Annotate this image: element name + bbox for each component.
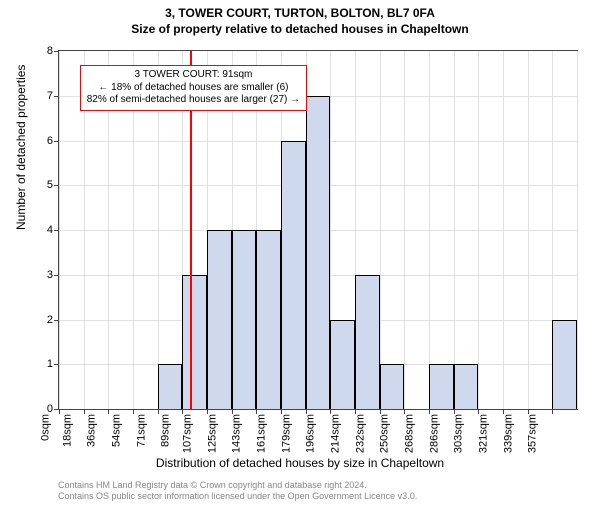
- xtick-label: 321sqm: [477, 414, 489, 453]
- annotation-box: 3 TOWER COURT: 91sqm← 18% of detached ho…: [80, 65, 307, 111]
- histogram-plot: 0123456780sqm18sqm36sqm54sqm71sqm89sqm10…: [58, 50, 578, 410]
- ytick-mark: [54, 141, 59, 142]
- histogram-bar: [454, 364, 479, 409]
- xtick-label: 286sqm: [428, 414, 440, 453]
- xtick-label: 196sqm: [305, 414, 317, 453]
- histogram-bar: [330, 320, 355, 410]
- histogram-bar: [182, 275, 207, 409]
- histogram-bar: [306, 96, 331, 409]
- xtick-label: 232sqm: [354, 414, 366, 453]
- ytick-mark: [54, 51, 59, 52]
- xtick-mark: [133, 409, 134, 414]
- xtick-label: 54sqm: [110, 414, 122, 447]
- xtick-label: 36sqm: [86, 414, 98, 447]
- xtick-label: 339sqm: [502, 414, 514, 453]
- histogram-bar: [207, 230, 232, 409]
- ytick-label: 6: [47, 135, 53, 147]
- xtick-label: 18sqm: [61, 414, 73, 447]
- xtick-label: 71sqm: [135, 414, 147, 447]
- xtick-label: 179sqm: [280, 414, 292, 453]
- xtick-label: 357sqm: [527, 414, 539, 453]
- xtick-label: 250sqm: [379, 414, 391, 453]
- ytick-mark: [54, 364, 59, 365]
- footer-line2: Contains OS public sector information li…: [58, 491, 417, 502]
- histogram-bar: [429, 364, 454, 409]
- xtick-label: 214sqm: [329, 414, 341, 453]
- xtick-mark: [59, 409, 60, 414]
- vgrid-line: [577, 51, 578, 409]
- ytick-label: 3: [47, 269, 53, 281]
- page-title-line2: Size of property relative to detached ho…: [0, 22, 600, 36]
- ytick-label: 4: [47, 224, 53, 236]
- ytick-mark: [54, 275, 59, 276]
- annotation-line: 82% of semi-detached houses are larger (…: [87, 94, 300, 107]
- footer-line1: Contains HM Land Registry data © Crown c…: [58, 480, 417, 491]
- annotation-line: 3 TOWER COURT: 91sqm: [87, 69, 300, 82]
- annotation-line: ← 18% of detached houses are smaller (6): [87, 82, 300, 95]
- xtick-label: 161sqm: [255, 414, 267, 453]
- ytick-label: 5: [47, 179, 53, 191]
- x-axis-label: Distribution of detached houses by size …: [0, 456, 600, 470]
- xtick-label: 0sqm: [40, 414, 52, 441]
- ytick-label: 2: [47, 314, 53, 326]
- xtick-label: 303sqm: [453, 414, 465, 453]
- histogram-bar: [256, 230, 281, 409]
- histogram-bar: [158, 364, 183, 409]
- histogram-bar: [355, 275, 380, 409]
- xtick-mark: [108, 409, 109, 414]
- xtick-label: 89sqm: [160, 414, 172, 447]
- y-axis-label: Number of detached properties: [14, 65, 28, 230]
- xtick-mark: [552, 409, 553, 414]
- ytick-mark: [54, 185, 59, 186]
- ytick-label: 1: [47, 358, 53, 370]
- xtick-label: 107sqm: [181, 414, 193, 453]
- ytick-mark: [54, 320, 59, 321]
- histogram-bar: [380, 364, 405, 409]
- page-title-line1: 3, TOWER COURT, TURTON, BOLTON, BL7 0FA: [0, 6, 600, 20]
- xtick-label: 143sqm: [231, 414, 243, 453]
- xtick-label: 268sqm: [403, 414, 415, 453]
- ytick-mark: [54, 96, 59, 97]
- ytick-mark: [54, 230, 59, 231]
- footer-attribution: Contains HM Land Registry data © Crown c…: [58, 480, 417, 502]
- ytick-label: 7: [47, 90, 53, 102]
- histogram-bar: [281, 141, 306, 410]
- ytick-label: 8: [47, 45, 53, 57]
- histogram-bar: [232, 230, 257, 409]
- histogram-bar: [552, 320, 577, 410]
- xtick-label: 125sqm: [206, 414, 218, 453]
